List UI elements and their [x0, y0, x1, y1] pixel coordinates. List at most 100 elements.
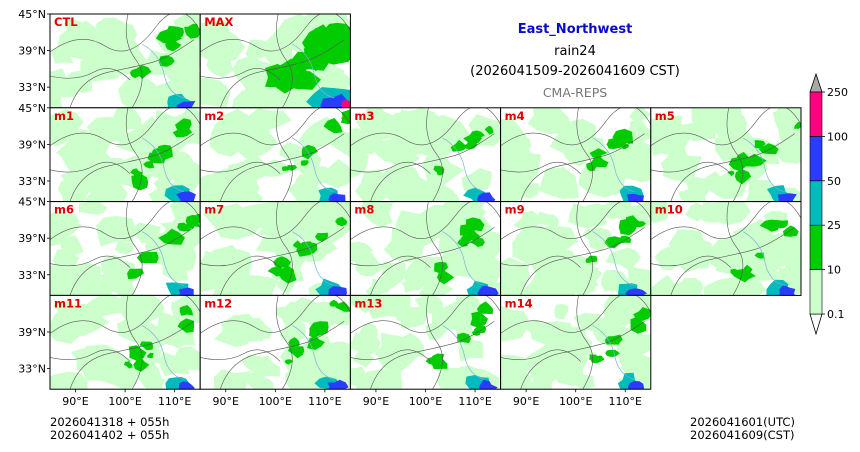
- moderate-rain-area: [172, 126, 192, 138]
- light-rain-area: [350, 332, 381, 356]
- moderate-rain-area: [301, 144, 318, 160]
- panel-m7: [200, 201, 351, 296]
- light-rain-area: [70, 346, 132, 381]
- light-rain-area: [425, 322, 449, 340]
- moderate-rain-area: [166, 25, 184, 39]
- light-rain-area: [249, 108, 292, 136]
- moderate-rain-area: [470, 311, 488, 328]
- border-line: [500, 255, 581, 268]
- border-line: [350, 201, 501, 240]
- border-line: [370, 133, 495, 202]
- light-rain-area: [616, 330, 651, 366]
- moderate-rain-area: [309, 321, 329, 336]
- border-line: [219, 39, 345, 108]
- panel-m11: [50, 295, 201, 390]
- light-rain-area: [396, 187, 438, 202]
- panel-label-m2: m2: [204, 109, 224, 123]
- period-title: (2026041509-2026041609 CST): [470, 64, 680, 79]
- light-rain-area: [284, 368, 325, 390]
- border-line: [125, 201, 143, 296]
- model-title: CMA-REPS: [542, 85, 608, 100]
- light-rain-area: [500, 168, 522, 191]
- moderate-rain-area: [459, 224, 475, 236]
- border-line: [426, 107, 443, 202]
- colorbar-segment: [809, 269, 823, 315]
- river-line: [742, 137, 785, 193]
- rainstorm-area: [625, 288, 648, 296]
- rainstorm-area: [178, 287, 195, 296]
- light-rain-area: [654, 244, 686, 270]
- border-line: [276, 107, 293, 202]
- panel-label-m6: m6: [54, 203, 74, 217]
- border-line: [50, 255, 131, 268]
- light-rain-area: [500, 276, 526, 296]
- moderate-rain-area: [604, 236, 623, 249]
- rainstorm-area: [477, 192, 496, 202]
- river-line: [141, 43, 185, 99]
- river-line: [442, 137, 485, 193]
- light-rain-area: [599, 201, 632, 219]
- moderate-rain-area: [731, 269, 746, 280]
- colorbar-label: 10: [827, 264, 841, 277]
- border-line: [520, 133, 645, 202]
- border-line: [500, 295, 651, 334]
- light-rain-area: [316, 159, 351, 189]
- light-rain-area: [653, 114, 683, 134]
- light-rain-area: [516, 181, 541, 199]
- panel-m12: [200, 295, 351, 390]
- light-rain-area: [50, 264, 89, 296]
- valid-time-cst: 2026041609(CST): [690, 428, 795, 442]
- light-rain-area: [359, 323, 378, 338]
- panel-label-m13: m13: [354, 296, 382, 310]
- moderate-rain-area: [131, 173, 149, 191]
- light-rain-area: [360, 201, 394, 228]
- border-line: [500, 107, 651, 147]
- colorbar-label: 100: [827, 130, 848, 143]
- moderate-rain-area: [605, 349, 620, 357]
- moderate-rain-area: [300, 160, 309, 166]
- border-line: [50, 107, 201, 147]
- light-rain-area: [57, 20, 103, 61]
- border-line: [576, 295, 593, 390]
- light-rain-area: [350, 134, 381, 155]
- light-rain-area: [131, 222, 161, 244]
- light-rain-area: [659, 138, 689, 157]
- axis-labels: 45°N 39°N 33°N 45°N 39°N 33°N 45°N 39°N 33°N 39°N…: [18, 8, 642, 408]
- panel-label-ctl: CTL: [54, 15, 78, 29]
- region-title: East_Northwest: [517, 22, 633, 37]
- river-line: [292, 137, 335, 193]
- light-rain-area: [538, 364, 564, 384]
- moderate-rain-area: [147, 352, 154, 358]
- moderate-rain-area: [434, 261, 449, 274]
- colorbar-segment: [809, 224, 823, 270]
- rainstorm-area: [478, 379, 498, 390]
- rainstorm-area: [176, 191, 196, 202]
- border-line: [500, 161, 581, 175]
- panel-m14: [500, 295, 651, 390]
- light-rain-area: [116, 317, 165, 344]
- border-line: [520, 227, 645, 296]
- border-line: [350, 107, 501, 147]
- moderate-rain-area: [335, 216, 348, 227]
- moderate-rain-area: [322, 26, 343, 38]
- moderate-rain-area: [136, 251, 159, 264]
- moderate-rain-area: [130, 68, 141, 79]
- light-rain-area: [749, 262, 780, 281]
- border-line: [50, 68, 131, 81]
- valid-time-utc: 2026041601(UTC): [690, 415, 795, 429]
- border-line: [350, 161, 431, 175]
- moderate-rain-area: [469, 237, 485, 247]
- moderate-rain-area: [341, 114, 351, 122]
- border-line: [50, 201, 201, 240]
- light-rain-area: [684, 202, 705, 222]
- panel-label-m4: m4: [505, 109, 525, 123]
- light-rain-area: [396, 109, 443, 141]
- light-rain-area: [352, 352, 375, 368]
- river-line: [141, 231, 185, 286]
- moderate-rain-area: [776, 220, 788, 229]
- river-line: [442, 231, 485, 286]
- colorbar-under-arrow: [809, 313, 823, 336]
- light-rain-area: [684, 239, 714, 259]
- border-line: [200, 255, 281, 268]
- border-line: [670, 227, 795, 296]
